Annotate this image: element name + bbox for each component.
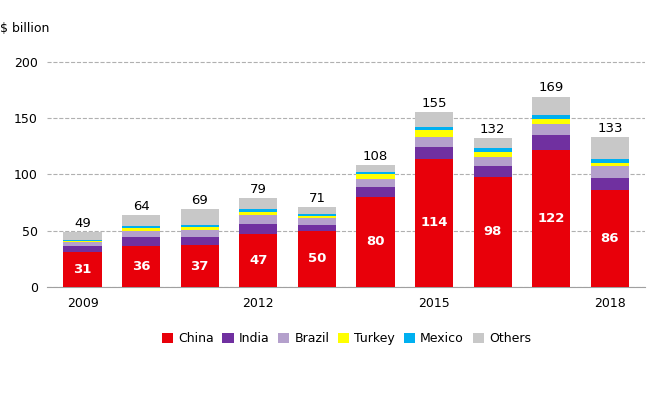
Bar — [298, 216, 336, 218]
Bar — [239, 215, 277, 224]
Bar — [122, 228, 160, 231]
Bar — [122, 237, 160, 246]
Text: 37: 37 — [190, 259, 209, 273]
Bar — [473, 149, 512, 152]
Bar — [298, 214, 336, 216]
Text: 108: 108 — [363, 150, 388, 163]
Bar — [357, 187, 394, 197]
Bar — [181, 209, 219, 225]
Bar — [239, 209, 277, 211]
Bar — [532, 119, 570, 124]
Text: 79: 79 — [250, 183, 267, 196]
Bar — [181, 237, 219, 245]
Bar — [181, 245, 219, 287]
Bar — [473, 177, 512, 287]
Bar — [591, 159, 629, 163]
Bar — [415, 131, 453, 137]
Bar — [63, 239, 102, 241]
Bar — [357, 174, 394, 179]
Bar — [239, 198, 277, 209]
Bar — [415, 159, 453, 287]
Bar — [591, 178, 629, 190]
Bar — [357, 165, 394, 172]
Text: 114: 114 — [421, 216, 448, 229]
Bar — [239, 234, 277, 287]
Bar — [415, 112, 453, 127]
Bar — [181, 227, 219, 230]
Bar — [298, 218, 336, 225]
Bar — [357, 172, 394, 174]
Bar — [357, 197, 394, 287]
Bar — [181, 230, 219, 237]
Text: 155: 155 — [421, 97, 447, 110]
Bar — [298, 231, 336, 287]
Text: $ billion: $ billion — [0, 22, 49, 35]
Bar — [298, 207, 336, 214]
Bar — [239, 224, 277, 234]
Bar — [473, 166, 512, 177]
Bar — [357, 179, 394, 187]
Bar — [122, 246, 160, 287]
Bar — [415, 137, 453, 147]
Bar — [591, 190, 629, 287]
Text: 132: 132 — [480, 123, 505, 136]
Bar — [591, 137, 629, 159]
Bar — [473, 157, 512, 166]
Bar — [63, 242, 102, 246]
Bar — [415, 147, 453, 159]
Text: 98: 98 — [484, 225, 502, 238]
Bar — [532, 97, 570, 115]
Text: 80: 80 — [366, 235, 385, 248]
Bar — [532, 124, 570, 135]
Bar — [63, 241, 102, 242]
Text: 71: 71 — [308, 192, 325, 205]
Bar — [63, 232, 102, 239]
Text: 47: 47 — [249, 254, 267, 267]
Bar — [591, 166, 629, 178]
Bar — [473, 138, 512, 149]
Text: 50: 50 — [308, 253, 326, 265]
Bar — [181, 225, 219, 227]
Bar — [63, 252, 102, 287]
Text: 86: 86 — [600, 232, 619, 245]
Text: 169: 169 — [539, 81, 564, 94]
Text: 31: 31 — [73, 263, 92, 276]
Legend: China, India, Brazil, Turkey, Mexico, Others: China, India, Brazil, Turkey, Mexico, Ot… — [156, 327, 536, 350]
Bar — [473, 152, 512, 157]
Bar — [298, 225, 336, 231]
Bar — [63, 246, 102, 252]
Text: 122: 122 — [538, 212, 565, 225]
Text: 36: 36 — [132, 260, 151, 273]
Bar — [122, 215, 160, 226]
Bar — [591, 163, 629, 166]
Text: 64: 64 — [133, 200, 149, 213]
Text: 69: 69 — [191, 194, 208, 207]
Text: 133: 133 — [597, 122, 623, 135]
Text: 49: 49 — [74, 217, 91, 230]
Bar — [532, 150, 570, 287]
Bar — [122, 226, 160, 228]
Bar — [415, 127, 453, 131]
Bar — [532, 135, 570, 150]
Bar — [239, 211, 277, 215]
Bar — [532, 115, 570, 119]
Bar — [122, 231, 160, 237]
